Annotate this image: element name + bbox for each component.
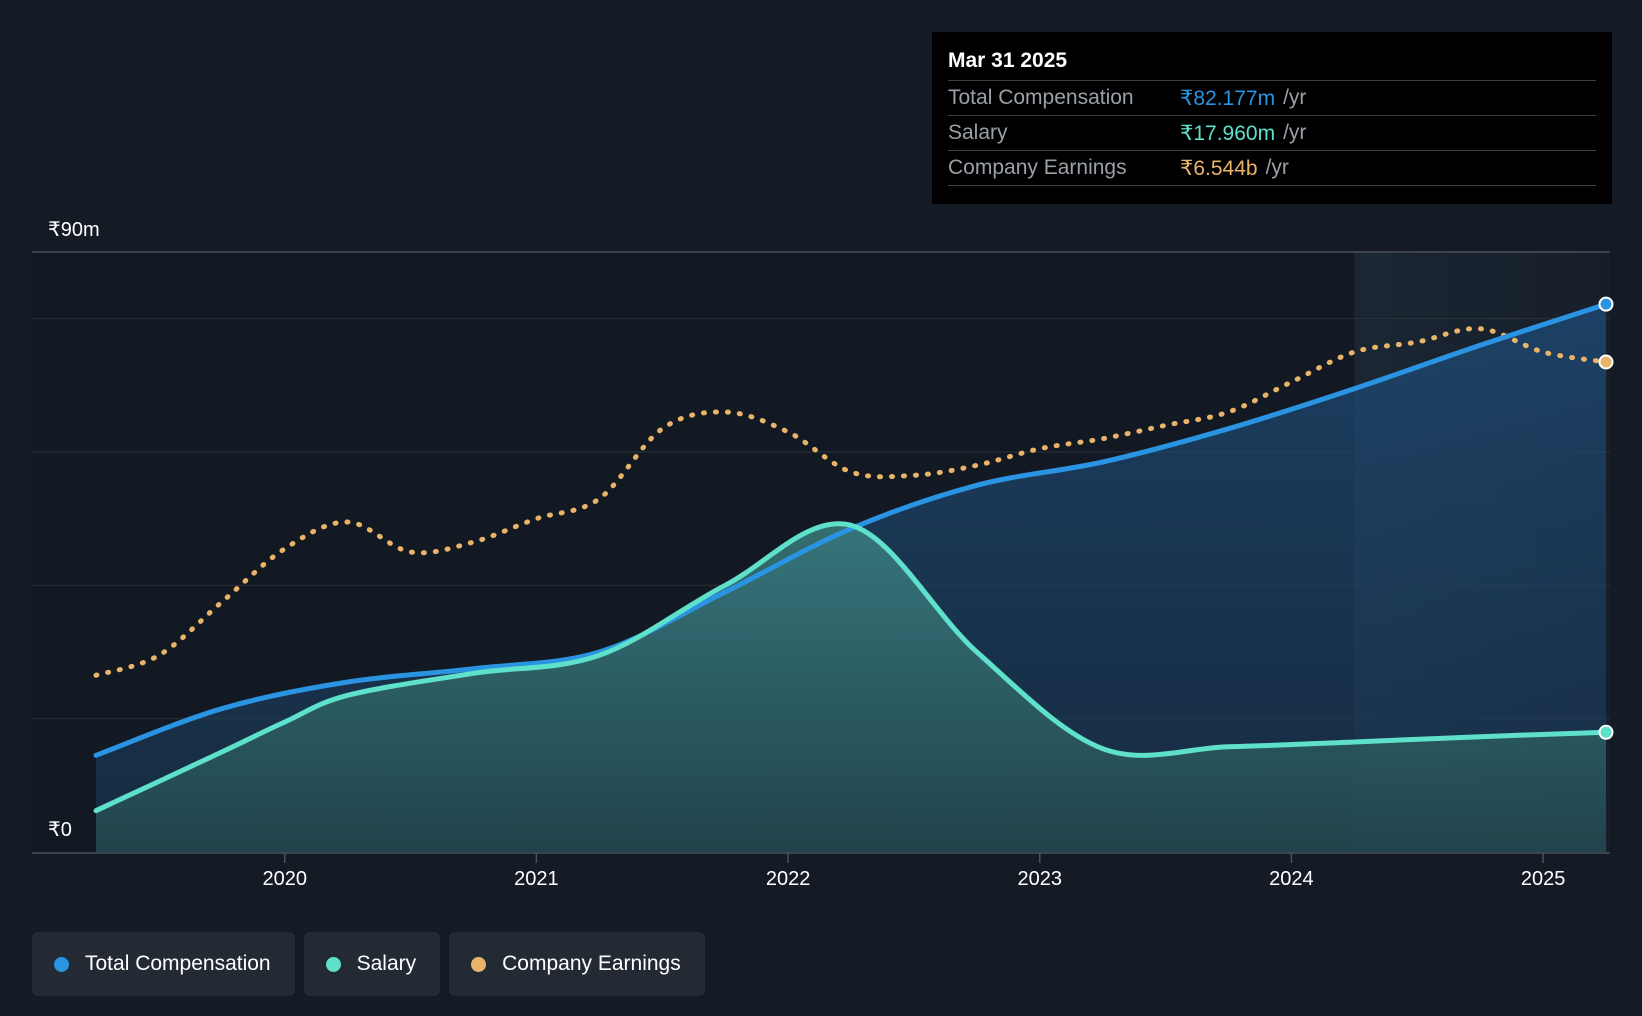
tooltip-label: Salary xyxy=(948,121,1008,144)
legend-label: Salary xyxy=(356,952,417,975)
tooltip-value: ₹6.544b xyxy=(1180,156,1258,180)
x-tick-label: 2023 xyxy=(1018,868,1063,890)
x-tick-label: 2025 xyxy=(1521,868,1566,890)
y-tick-label-max: ₹90m xyxy=(48,219,100,241)
tooltip-unit: /yr xyxy=(1283,121,1307,144)
tooltip-label: Company Earnings xyxy=(948,156,1127,179)
tooltip-row-company-earnings: Company Earnings ₹6.544b /yr xyxy=(948,151,1596,186)
salary-area xyxy=(96,523,1606,852)
salary-line xyxy=(93,521,1609,814)
x-tick-label: 2021 xyxy=(514,868,559,890)
legend-item-salary[interactable]: Salary xyxy=(303,932,441,996)
tooltip: Mar 31 2025 Total Compensation ₹82.177m … xyxy=(932,32,1612,204)
x-axis-ticks: 2020 2021 2022 2023 2024 2025 xyxy=(263,853,1566,890)
legend-item-company-earnings[interactable]: Company Earnings xyxy=(449,932,705,996)
total-compensation-line xyxy=(93,301,1609,758)
x-tick-label: 2024 xyxy=(1269,868,1314,890)
tooltip-value: ₹82.177m xyxy=(1180,86,1276,110)
tooltip-row-total-compensation: Total Compensation ₹82.177m /yr xyxy=(948,81,1596,116)
legend-label: Total Compensation xyxy=(85,952,271,975)
legend-label: Company Earnings xyxy=(502,952,681,975)
legend: Total Compensation Salary Company Earnin… xyxy=(32,932,714,996)
tooltip-unit: /yr xyxy=(1283,86,1307,109)
tooltip-row-salary: Salary ₹17.960m /yr xyxy=(948,116,1596,151)
end-markers xyxy=(1598,296,1614,740)
tooltip-value: ₹17.960m xyxy=(1180,121,1276,145)
y-tick-label-zero: ₹0 xyxy=(48,819,72,841)
x-tick-label: 2020 xyxy=(263,868,308,890)
legend-dot-icon xyxy=(471,956,487,972)
x-tick-label: 2022 xyxy=(766,868,811,890)
tooltip-unit: /yr xyxy=(1265,156,1289,179)
company-earnings-line xyxy=(93,326,1609,678)
legend-dot-icon xyxy=(325,956,341,972)
total-compensation-end-marker xyxy=(1598,296,1614,312)
legend-dot-icon xyxy=(54,956,69,972)
tooltip-date: Mar 31 2025 xyxy=(948,46,1596,81)
company-earnings-end-marker xyxy=(1598,354,1614,370)
legend-item-total-compensation[interactable]: Total Compensation xyxy=(32,932,295,996)
tooltip-label: Total Compensation xyxy=(948,86,1134,109)
salary-end-marker xyxy=(1598,724,1614,740)
